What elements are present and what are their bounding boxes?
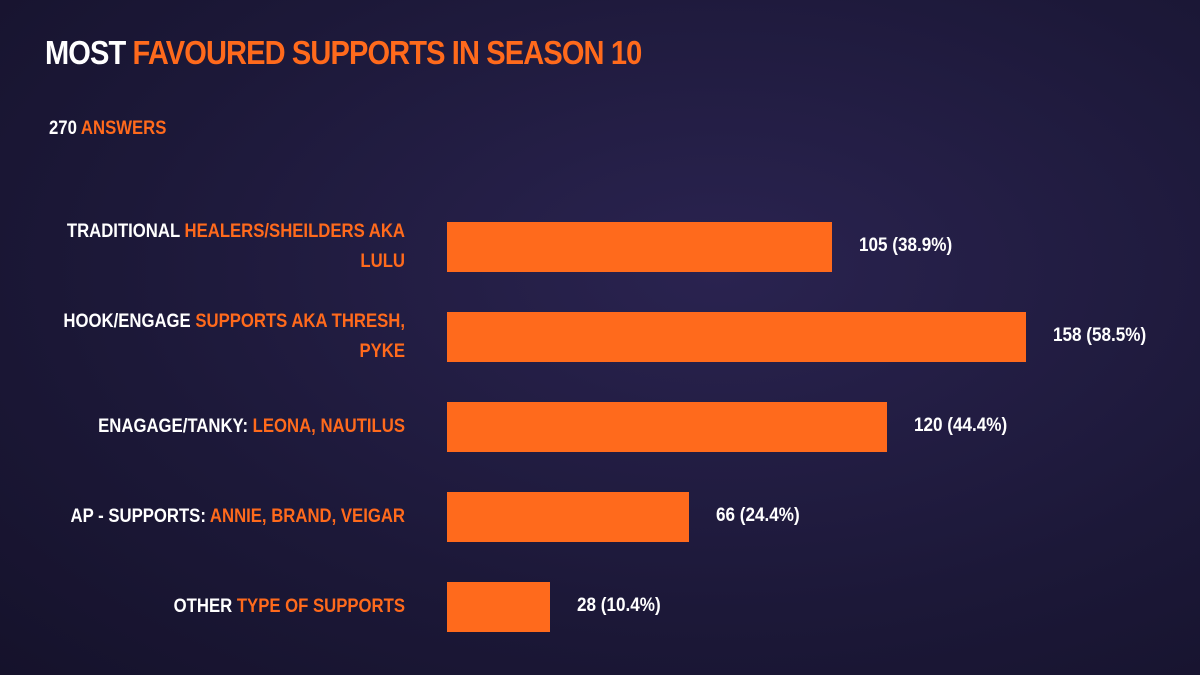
category-part: ENAGAGE/TANKY:: [98, 416, 249, 437]
bar: [447, 222, 832, 272]
subtitle-part: 270: [49, 118, 77, 139]
category-label: HOOK/ENGAGE SUPPORTS AKA THRESH, PYKE: [53, 307, 405, 367]
bar: [447, 312, 1027, 362]
category-part: AP - SUPPORTS:: [70, 506, 206, 527]
category-part: ANNIE, BRAND, VEIGAR: [209, 506, 405, 527]
category-label: ENAGAGE/TANKY: LEONA, NAUTILUS: [53, 412, 405, 442]
bar: [447, 492, 689, 542]
category-part: TYPE OF SUPPORTS: [236, 596, 405, 617]
chart-title: MOST FAVOURED SUPPORTS IN SEASON 10: [45, 34, 643, 72]
bar: [447, 402, 887, 452]
category-part: LEONA, NAUTILUS: [252, 416, 405, 437]
category-label: AP - SUPPORTS: ANNIE, BRAND, VEIGAR: [53, 502, 405, 532]
title-part: FAVOURED SUPPORTS IN SEASON 10: [132, 34, 643, 71]
category-label: OTHER TYPE OF SUPPORTS: [53, 592, 405, 622]
category-part: HEALERS/SHEILDERS AKA LULU: [184, 221, 405, 272]
category-part: SUPPORTS AKA THRESH, PYKE: [195, 311, 405, 362]
bar: [447, 582, 550, 632]
category-part: TRADITIONAL: [66, 221, 180, 242]
value-label: 28 (10.4%): [576, 595, 661, 616]
subtitle-part: ANSWERS: [80, 118, 167, 139]
category-part: HOOK/ENGAGE: [63, 311, 191, 332]
value-label: 120 (44.4%): [913, 415, 1007, 436]
value-label: 105 (38.9%): [858, 235, 952, 256]
category-label: TRADITIONAL HEALERS/SHEILDERS AKA LULU: [53, 217, 405, 277]
subtitle: 270 ANSWERS: [49, 118, 166, 140]
category-part: OTHER: [173, 596, 233, 617]
title-part: MOST: [45, 34, 126, 71]
value-label: 66 (24.4%): [715, 505, 800, 526]
value-label: 158 (58.5%): [1053, 325, 1147, 346]
